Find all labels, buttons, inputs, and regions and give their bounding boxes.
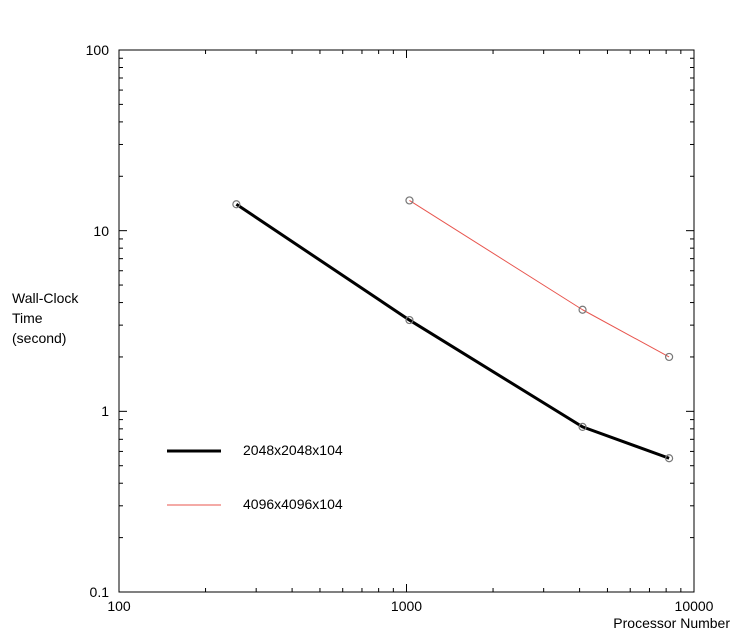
data-point (664, 454, 674, 463)
y-axis-title-line: Time (12, 310, 43, 326)
x-tick-label: 10000 (675, 598, 714, 614)
y-axis-title-line: Wall-Clock (12, 290, 79, 306)
x-tick-label: 1000 (391, 598, 422, 614)
legend-label-2048: 2048x2048x104 (243, 442, 343, 458)
y-tick-labels: 0.1 1 10 100 (86, 42, 110, 600)
data-point (232, 200, 241, 209)
y-tick-label: 100 (86, 42, 110, 58)
legend-label-4096: 4096x4096x104 (243, 496, 343, 512)
series-line (235, 203, 670, 460)
minor-ticks (119, 50, 694, 592)
y-tick-label: 10 (93, 223, 109, 239)
data-point (578, 305, 587, 314)
x-tick-labels: 100 1000 10000 (107, 598, 713, 614)
x-axis-title: Processor Number (613, 615, 730, 631)
data-point (664, 352, 674, 362)
legend: 2048x2048x104 4096x4096x104 (167, 442, 343, 512)
series-layer (232, 196, 674, 463)
data-point (405, 196, 414, 205)
data-point (578, 422, 587, 432)
y-axis-title-line: (second) (12, 330, 66, 346)
y-tick-label: 1 (101, 403, 109, 419)
series-line (409, 200, 670, 358)
y-axis-title: Wall-Clock Time (second) (12, 290, 79, 346)
x-tick-label: 100 (107, 598, 131, 614)
y-tick-label: 0.1 (90, 584, 110, 600)
major-ticks (118, 49, 695, 593)
data-point (405, 315, 414, 325)
